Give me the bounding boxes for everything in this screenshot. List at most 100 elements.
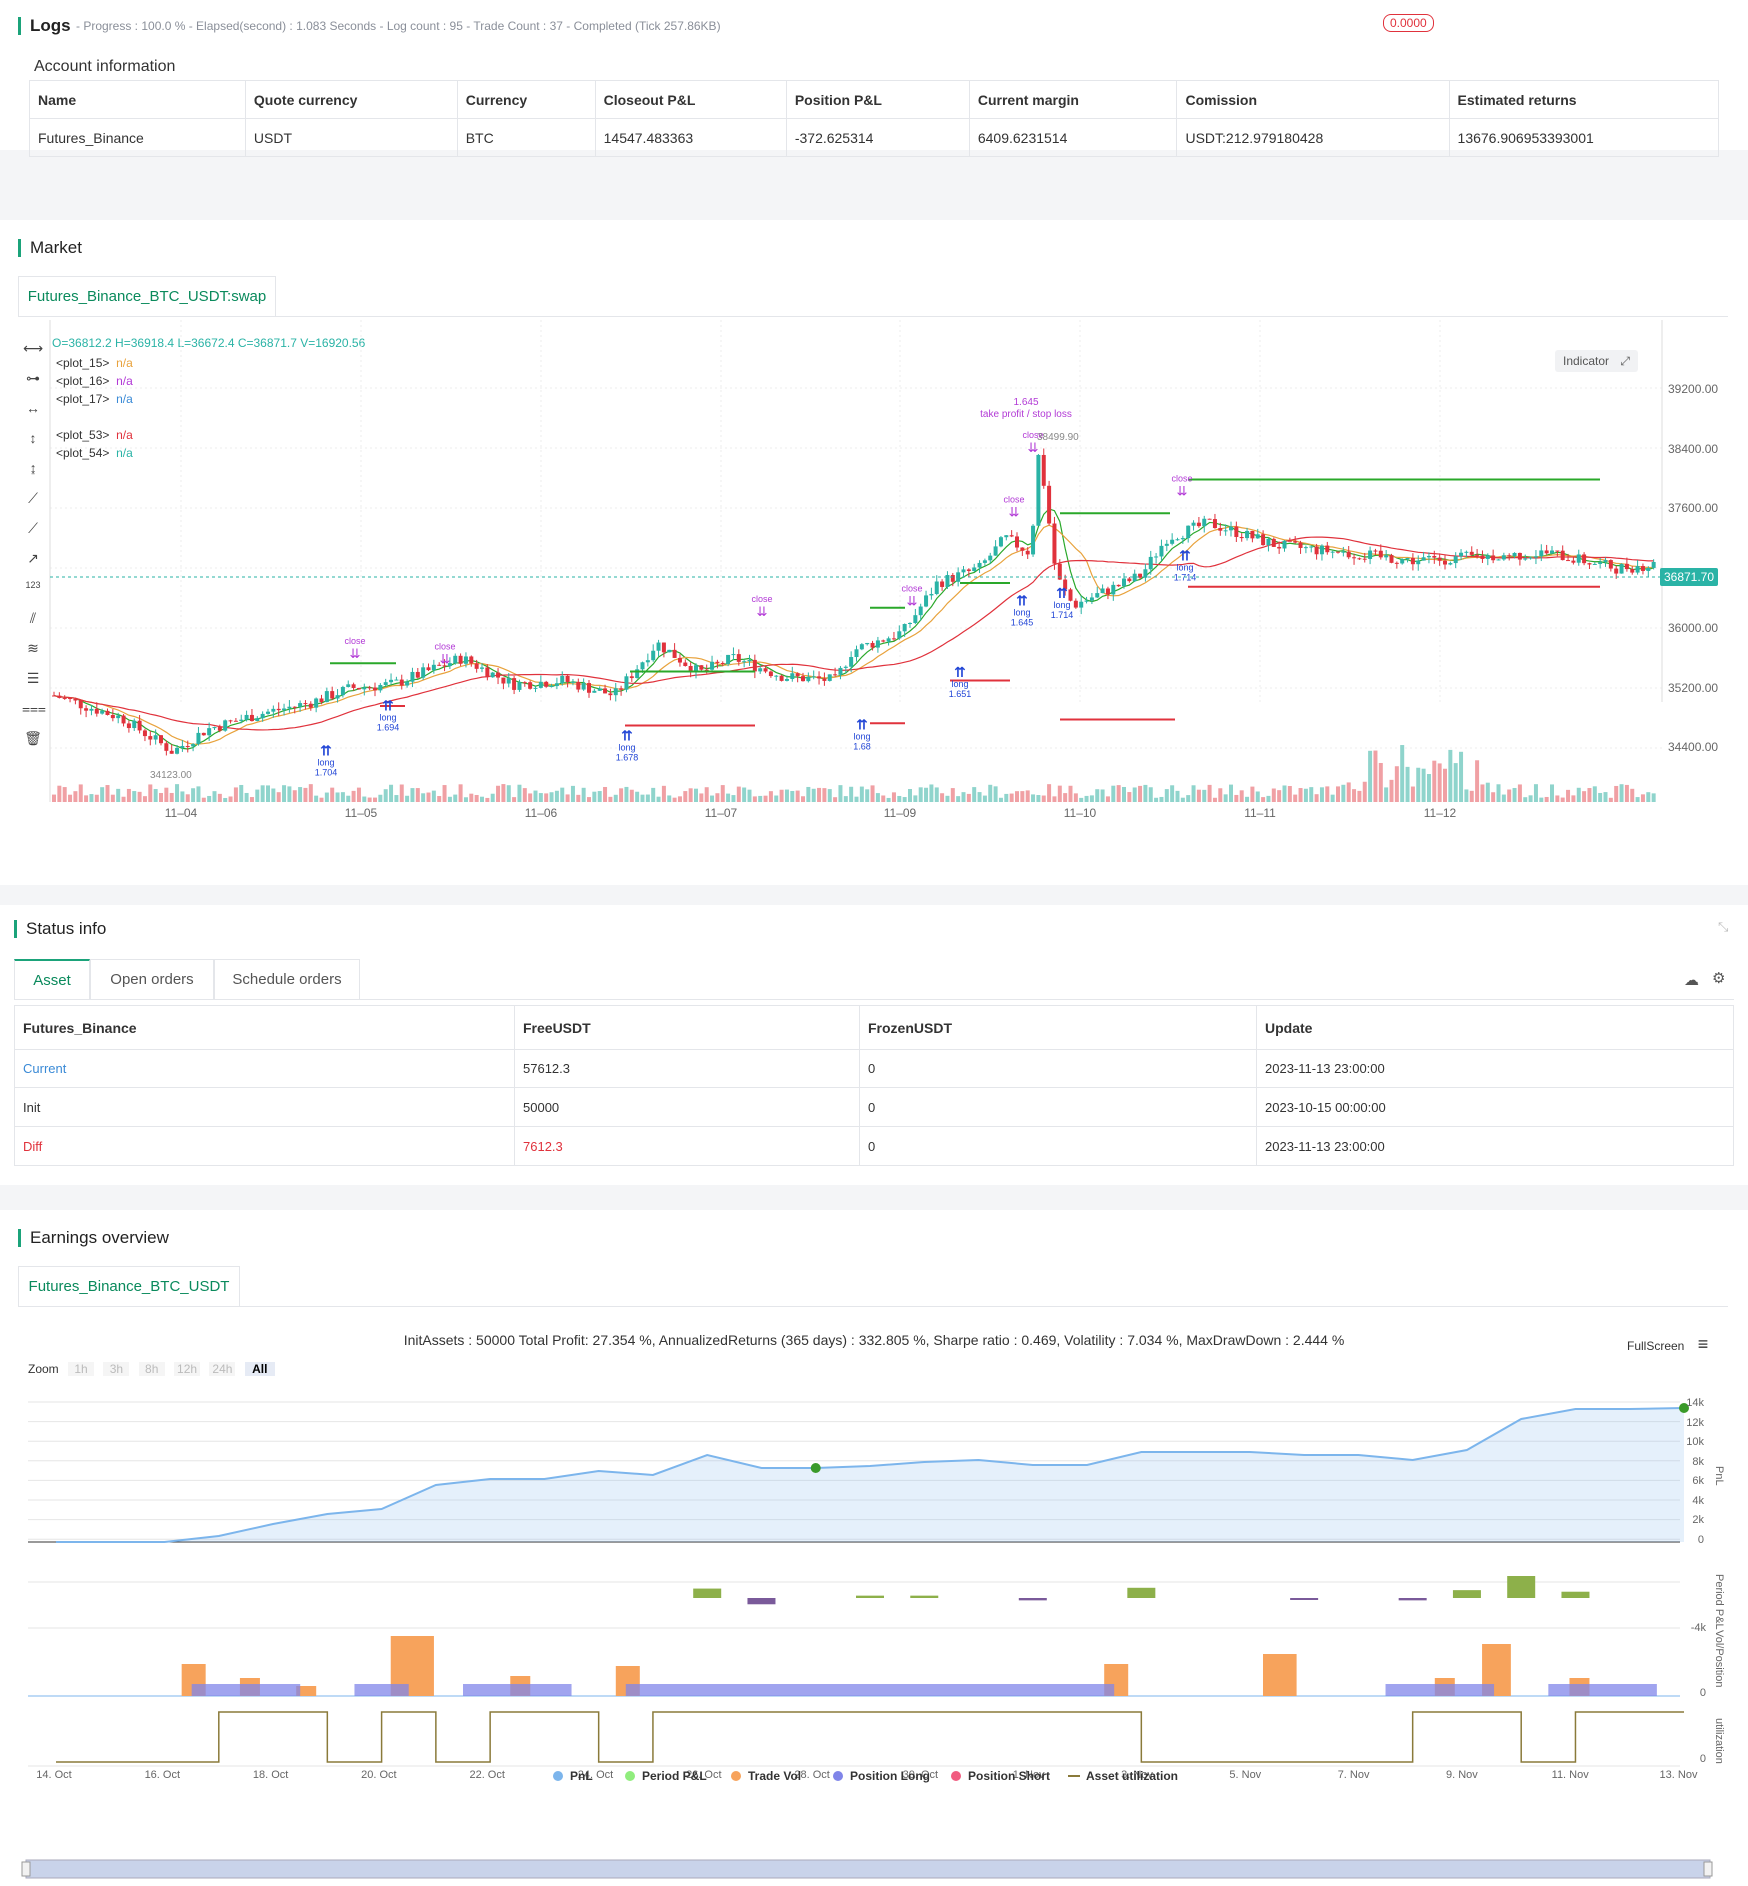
candle-body — [1512, 552, 1517, 557]
navigator-handle-left[interactable] — [21, 1861, 31, 1877]
zoom-8h[interactable]: 8h — [138, 1362, 165, 1376]
volume-bar — [817, 787, 822, 802]
zoom-3h[interactable]: 3h — [103, 1362, 130, 1376]
candle-body — [795, 673, 800, 677]
volume-bar — [1560, 797, 1565, 802]
fib-tool-icon[interactable]: ≋ — [27, 640, 39, 656]
candle-body — [1105, 588, 1110, 595]
volume-bar — [827, 789, 832, 802]
volume-bar — [875, 793, 880, 802]
volume-bar — [1282, 785, 1287, 802]
candle-body — [843, 666, 848, 668]
row-init-label: Init — [14, 1087, 515, 1127]
candle-body — [897, 631, 902, 639]
horizontal-segment-icon[interactable]: ↔ — [26, 400, 40, 416]
parallel-channel-icon[interactable]: ⫽ — [29, 610, 37, 626]
candle-body — [704, 669, 709, 671]
volume-bar — [934, 787, 939, 802]
candle-body — [1025, 550, 1030, 555]
menu-icon[interactable]: ≡ — [1697, 1334, 1709, 1354]
volume-bar — [763, 795, 768, 802]
market-symbol-tab[interactable]: Futures_Binance_BTC_USDT:swap — [18, 276, 276, 317]
zoom-24h[interactable]: 24h — [209, 1362, 236, 1376]
volume-bar — [1475, 760, 1480, 802]
candle-body — [57, 695, 62, 698]
long-value-label: 1.68 — [853, 741, 871, 751]
volume-bar — [1138, 785, 1143, 802]
volume-bar — [1314, 794, 1319, 802]
candle-body — [924, 595, 929, 607]
collapse-icon[interactable]: ⤡ — [1718, 919, 1729, 934]
volume-bar — [752, 796, 757, 802]
row-diff-frozen: 0 — [859, 1126, 1257, 1166]
candle-body — [661, 642, 666, 653]
zoom-all[interactable]: All — [244, 1362, 275, 1376]
candle-body — [859, 644, 864, 650]
candle-body — [1202, 518, 1207, 527]
candle-body — [319, 698, 324, 703]
candle-body — [1175, 539, 1180, 541]
price-label-icon[interactable]: 123 — [25, 580, 41, 590]
volume-bar — [1400, 745, 1405, 802]
volume-bar — [1164, 789, 1169, 802]
candle-body — [1608, 560, 1613, 569]
earnings-chart[interactable]: 14k 12k 10k 8k 6k 4k 2k 0 -4k 0 0 PnL Pe… — [0, 1386, 1748, 1886]
horizontal-ray-icon[interactable]: ⊶ — [26, 370, 40, 386]
candle-body — [977, 562, 982, 568]
position-long-bar — [463, 1684, 572, 1696]
candle-body — [244, 714, 249, 720]
cloud-download-icon[interactable]: ☁ — [1684, 972, 1699, 989]
visibility-icon[interactable]: ⩶ — [22, 700, 46, 716]
indicator-button[interactable]: Indicator ⤢ — [1555, 350, 1638, 372]
period-pnl-bar — [910, 1595, 939, 1598]
tab-open-orders[interactable]: Open orders — [90, 959, 214, 999]
volume-bar — [1630, 788, 1635, 802]
candle-body — [1368, 550, 1373, 559]
candle-body — [68, 697, 73, 699]
candle-body — [1394, 562, 1399, 564]
volume-bar — [1533, 784, 1538, 802]
position-long-bar — [354, 1684, 409, 1696]
volume-bar — [736, 786, 741, 802]
navigator-handle-right[interactable] — [1703, 1861, 1713, 1877]
volume-bar — [1512, 787, 1517, 802]
vertical-line-icon[interactable]: ↕ — [29, 430, 37, 446]
date-tick-1106: 11–06 — [525, 806, 558, 820]
tab-schedule-orders[interactable]: Schedule orders — [214, 959, 360, 999]
settings-icon[interactable]: ⚙ — [1712, 970, 1726, 987]
candle-body — [480, 667, 484, 669]
expand-icon[interactable]: ⤢ — [1620, 354, 1630, 368]
tab-asset[interactable]: Asset — [14, 959, 90, 999]
col-update: Update — [1256, 1005, 1734, 1050]
candle-body — [1501, 555, 1506, 560]
date-tick: 16. Oct — [145, 1769, 180, 1781]
horizontal-line-icon[interactable]: ⟷ — [22, 340, 44, 356]
delete-icon[interactable]: 🗑 — [24, 730, 42, 746]
volume-bar — [1640, 794, 1645, 802]
zoom-12h[interactable]: 12h — [174, 1362, 201, 1376]
candle-body — [608, 693, 613, 696]
navigator[interactable] — [25, 1859, 1711, 1879]
candle-body — [784, 679, 789, 681]
candle-body — [474, 663, 479, 669]
candle-body — [1378, 550, 1383, 558]
volume-bar — [394, 795, 399, 802]
zoom-1h[interactable]: 1h — [68, 1362, 95, 1376]
horizontal-lines-icon[interactable]: ☰ — [26, 670, 40, 686]
candle-body — [260, 713, 265, 719]
close-label: close — [751, 594, 772, 604]
vertical-segment-icon[interactable]: ↨ — [29, 460, 37, 476]
period-pnl-bar — [693, 1588, 722, 1598]
candle-body — [827, 674, 832, 681]
fullscreen-button[interactable]: FullScreen ≡ — [1627, 1334, 1708, 1355]
extended-line-icon[interactable]: ↗ — [27, 550, 39, 566]
earnings-symbol-tab[interactable]: Futures_Binance_BTC_USDT — [18, 1266, 240, 1307]
candle-body — [1079, 601, 1084, 608]
legend-label: Trade Vol — [748, 1769, 801, 1783]
ray-line-icon[interactable]: ⟋ — [28, 520, 38, 536]
volume-bar — [437, 796, 442, 802]
date-tick-1104: 11–04 — [165, 806, 198, 820]
trend-line-icon[interactable]: ⟋ — [28, 490, 38, 506]
volume-bar — [1245, 796, 1250, 802]
